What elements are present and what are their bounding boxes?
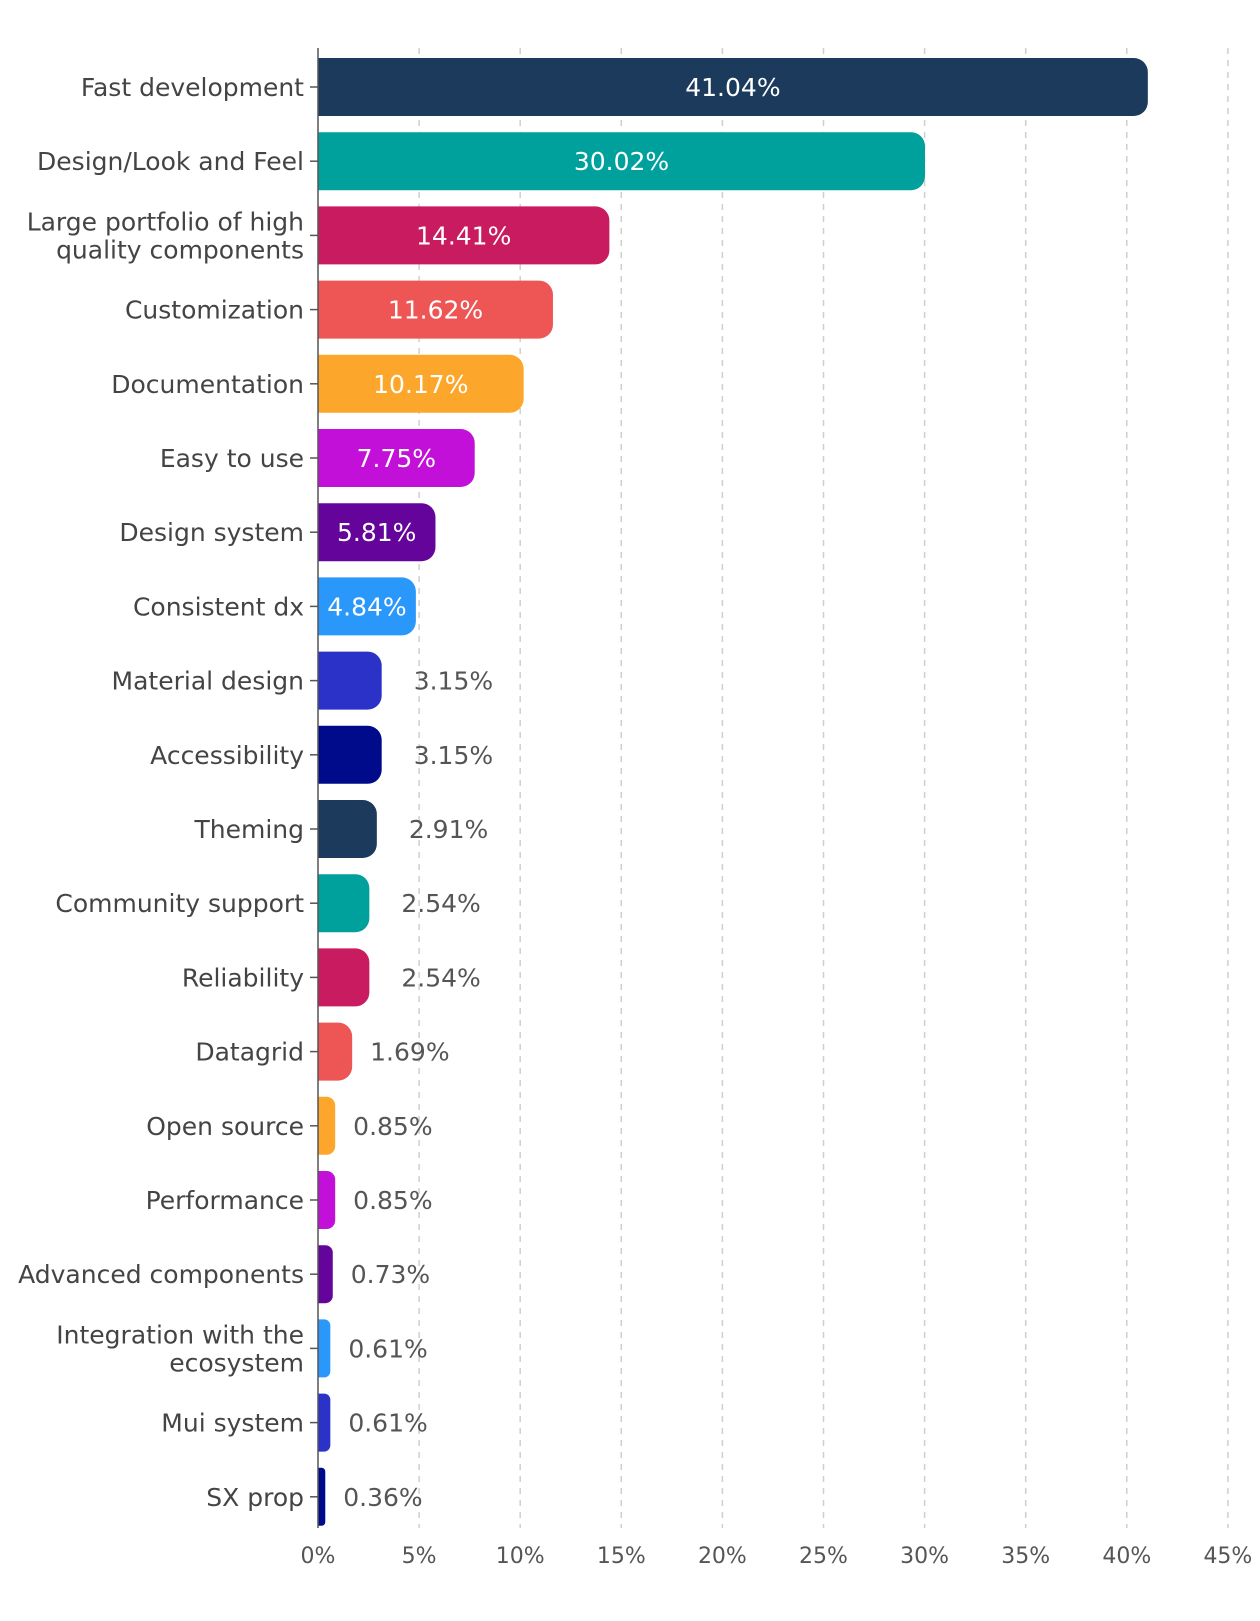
data-label: 5.81% [337, 518, 416, 547]
x-tick-label: 10% [496, 1544, 545, 1569]
category-label: Accessibility [150, 741, 304, 770]
data-label: 7.75% [357, 444, 436, 473]
bar [318, 577, 416, 636]
bar [318, 1467, 326, 1526]
category-label: Material design [112, 667, 304, 696]
data-label: 10.17% [373, 370, 468, 399]
data-label: 3.15% [414, 667, 493, 696]
category-label: Easy to use [160, 444, 304, 473]
bar [318, 1393, 331, 1452]
category-label: Design system [119, 518, 304, 547]
data-label: 14.41% [416, 221, 511, 250]
data-label: 1.69% [370, 1038, 449, 1067]
bar [318, 874, 370, 933]
bar [318, 429, 475, 487]
bar [318, 206, 610, 265]
bar [318, 800, 377, 858]
data-label: 0.85% [353, 1186, 432, 1215]
bar [318, 1096, 336, 1155]
x-tick-label: 45% [1203, 1544, 1252, 1569]
data-label: 30.02% [574, 147, 669, 176]
category-label: Customization [125, 296, 304, 325]
gridlines [418, 48, 1229, 1528]
data-label: 41.04% [685, 73, 780, 102]
x-tick-label: 35% [1001, 1544, 1050, 1569]
data-labels: 41.04% 30.02% 14.41% 11.62% 10.17% 7.75% 5.81%… [327, 73, 780, 1512]
category-label: Mui system [161, 1409, 304, 1438]
category-label: Fast development [81, 73, 304, 102]
bar [318, 132, 926, 191]
category-label: Datagrid [195, 1038, 304, 1067]
x-tick-label: 25% [799, 1544, 848, 1569]
bar [318, 1319, 331, 1378]
bar [318, 354, 524, 413]
x-tick-label: 5% [402, 1544, 437, 1569]
data-label: 4.84% [327, 592, 406, 621]
category-label: Reliability [182, 963, 304, 992]
data-label: 0.61% [348, 1334, 427, 1363]
category-label: Advanced components [18, 1260, 304, 1289]
data-label: 2.54% [401, 963, 480, 992]
bar [318, 280, 553, 339]
bar [318, 503, 436, 562]
x-tick-label: 40% [1102, 1544, 1151, 1569]
category-labels: Fast development Design/Look and Feel Larg… [18, 73, 318, 1512]
x-tick-label: 15% [597, 1544, 646, 1569]
category-label: Design/Look and Feel [37, 147, 304, 176]
category-label: Open source [146, 1112, 304, 1141]
bar [318, 1022, 353, 1081]
bar [318, 725, 382, 784]
data-label: 0.73% [351, 1260, 430, 1289]
category-label: Documentation [111, 370, 304, 399]
x-tick-label: 20% [698, 1544, 747, 1569]
data-label: 2.54% [401, 889, 480, 918]
x-tick-label: 0% [301, 1544, 336, 1569]
x-axis-ticks: 0% 5% 10% 15% 20% 25% 30% 35% 40% 45% [301, 1544, 1253, 1569]
category-label: Theming [193, 815, 304, 844]
data-label: 2.91% [409, 815, 488, 844]
bar [318, 651, 382, 710]
x-tick-label: 30% [900, 1544, 949, 1569]
data-label: 0.85% [353, 1112, 432, 1141]
category-label: Large portfolio of high quality component… [27, 207, 304, 264]
category-label: SX prop [206, 1483, 304, 1512]
bar [318, 1171, 336, 1229]
data-label: 3.15% [414, 741, 493, 770]
bar [318, 1245, 333, 1304]
data-label: 0.36% [343, 1483, 422, 1512]
data-label: 11.62% [388, 296, 483, 325]
bar [318, 948, 370, 1007]
category-label: Community support [55, 889, 304, 918]
bars [318, 58, 1148, 1526]
data-label: 0.61% [348, 1409, 427, 1438]
category-label: Integration with the ecosystem [56, 1320, 304, 1377]
category-label: Performance [146, 1186, 304, 1215]
category-label: Consistent dx [133, 592, 304, 621]
bar [318, 58, 1148, 116]
